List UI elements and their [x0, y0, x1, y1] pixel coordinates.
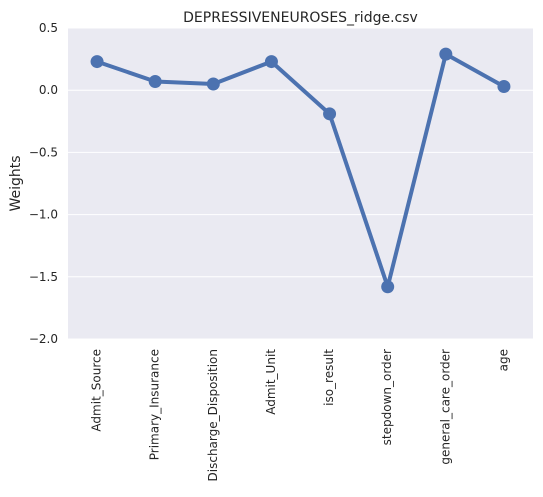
data-point: [90, 55, 104, 69]
data-point: [497, 79, 511, 93]
x-tick-label: age: [496, 349, 510, 371]
data-point: [439, 47, 453, 61]
x-tick-label: Primary_Insurance: [148, 349, 162, 460]
x-tick-label: Admit_Source: [90, 349, 104, 432]
x-tick-label: Discharge_Disposition: [206, 349, 220, 481]
y-tick-labels: −2.0 −1.5 −1.0 −0.5 0.0 0.5: [29, 21, 58, 346]
data-point: [323, 107, 337, 121]
y-tick-label: −0.5: [29, 145, 58, 159]
y-tick-label: −2.0: [29, 332, 58, 346]
chart-title: DEPRESSIVENEUROSES_ridge.csv: [183, 10, 418, 26]
x-tick-labels: Admit_Source Primary_Insurance Discharge_D…: [90, 349, 511, 482]
y-tick-label: 0.5: [39, 21, 58, 35]
series-layer: [90, 47, 511, 294]
data-point: [381, 280, 395, 294]
y-tick-label: −1.5: [29, 270, 58, 284]
y-tick-label: 0.0: [39, 83, 58, 97]
x-tick-label: stepdown_order: [380, 349, 394, 445]
x-tick-label: Admit_Unit: [264, 349, 278, 415]
data-point: [264, 55, 278, 69]
gridlines: [68, 27, 533, 340]
x-tick-label: iso_result: [322, 349, 336, 406]
y-tick-label: −1.0: [29, 208, 58, 222]
x-tick-label: general_care_order: [438, 349, 452, 465]
y-axis-label: Weights: [8, 155, 24, 211]
data-point: [148, 74, 162, 88]
series-line: [95, 52, 506, 289]
data-point: [206, 77, 220, 91]
